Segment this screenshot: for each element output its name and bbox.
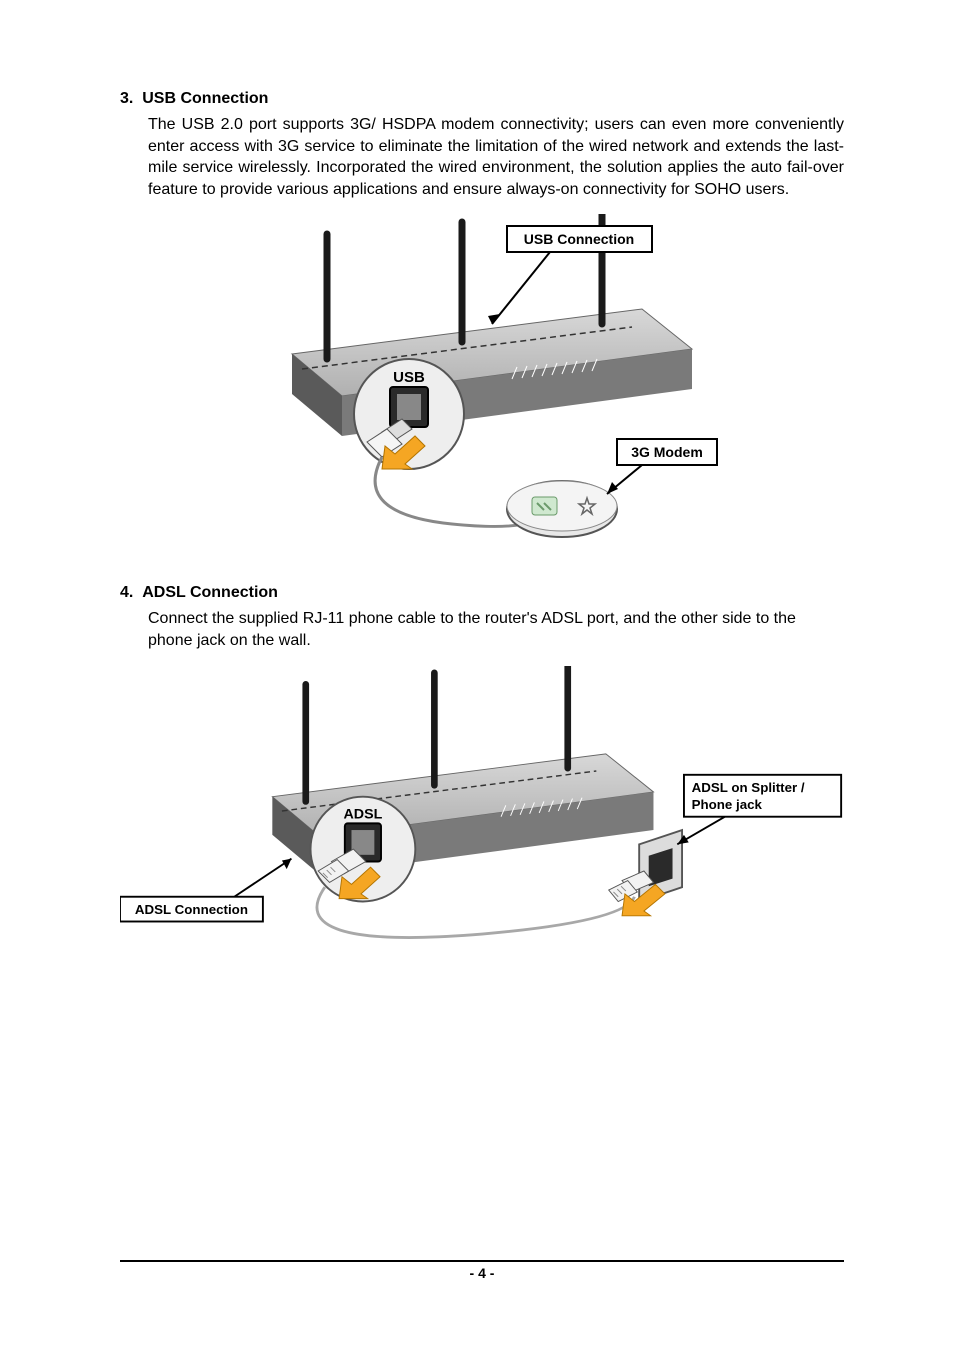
- usb-port-label: USB: [393, 369, 425, 386]
- usb-diagram-wrap: USB: [120, 214, 844, 554]
- callout-adsl-left-text: ADSL Connection: [135, 901, 248, 916]
- adsl-port-label: ADSL: [343, 806, 382, 822]
- callout-adsl-left: ADSL Connection: [120, 858, 291, 921]
- section-4-heading: 4. ADSL Connection: [120, 584, 844, 602]
- callout-3g-modem-text: 3G Modem: [631, 444, 703, 460]
- section-4-title: ADSL Connection: [142, 584, 278, 601]
- page-number: - 4 -: [470, 1265, 495, 1281]
- callout-usb-top-text: USB Connection: [524, 231, 634, 247]
- section-3-number: 3.: [120, 90, 133, 107]
- callout-usb-top: USB Connection: [488, 226, 652, 324]
- callout-adsl-right-l1: ADSL on Splitter /: [692, 780, 805, 795]
- modem-3g: [507, 481, 617, 537]
- usb-port-inner: [397, 394, 421, 420]
- page: 3. USB Connection The USB 2.0 port suppo…: [0, 0, 954, 1351]
- adsl-zoom: ADSL: [311, 796, 416, 901]
- spacer: [120, 554, 844, 584]
- wall-jack: [609, 830, 682, 916]
- page-footer: - 4 -: [120, 1260, 844, 1281]
- usb-zoom: USB: [354, 359, 464, 469]
- usb-diagram: USB: [232, 214, 732, 554]
- section-4-body: Connect the supplied RJ-11 phone cable t…: [120, 608, 844, 651]
- callout-3g-modem: 3G Modem: [607, 439, 717, 494]
- section-3-title: USB Connection: [142, 90, 268, 107]
- section-3-heading: 3. USB Connection: [120, 90, 844, 108]
- section-4-number: 4.: [120, 584, 133, 601]
- section-3-body: The USB 2.0 port supports 3G/ HSDPA mode…: [120, 114, 844, 200]
- router-body: [292, 309, 692, 436]
- callout-adsl-right: ADSL on Splitter / Phone jack: [677, 774, 841, 844]
- modem-screen: [532, 497, 557, 515]
- callout-adsl-right-l2: Phone jack: [692, 797, 763, 812]
- adsl-diagram-wrap: ADSL: [120, 666, 844, 956]
- adsl-diagram: ADSL: [120, 666, 844, 956]
